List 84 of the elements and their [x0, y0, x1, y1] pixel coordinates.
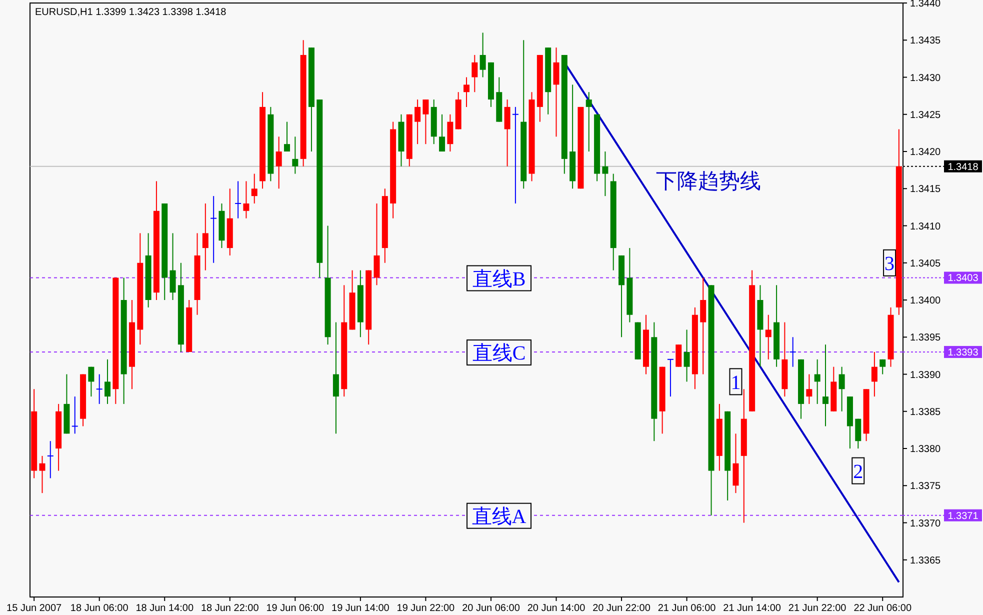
- candlestick: [210, 196, 217, 264]
- chart-title: EURUSD,H1 1.3399 1.3423 1.3398 1.3418: [35, 7, 227, 18]
- candlestick: [790, 336, 796, 368]
- candlestick: [838, 366, 845, 412]
- annotation: 2: [853, 460, 864, 483]
- candlestick: [700, 277, 706, 375]
- y-tick-label: 1.3430: [910, 72, 942, 84]
- candlestick: [292, 136, 298, 174]
- candlestick: [374, 202, 380, 286]
- candlestick: [822, 344, 828, 427]
- x-tick-label: 19 Jun 06:00: [266, 603, 325, 614]
- x-tick-label: 21 Jun 14:00: [723, 603, 782, 614]
- candlestick: [104, 358, 111, 404]
- y-tick-label: 1.3415: [910, 184, 942, 196]
- x-tick-label: 20 Jun 06:00: [462, 603, 520, 614]
- x-tick-label: 20 Jun 14:00: [527, 603, 586, 614]
- candlestick: [439, 114, 446, 152]
- y-tick-label: 1.3420: [910, 147, 942, 158]
- candlestick: [96, 374, 102, 404]
- y-tick-label: 1.3405: [910, 258, 942, 270]
- candlestick: [464, 76, 470, 108]
- y-tick-label: 1.3410: [910, 221, 942, 232]
- candlestick: [676, 344, 682, 368]
- text: 1.3371: [948, 510, 979, 522]
- candlestick: [422, 99, 429, 145]
- text: 1.3393: [948, 347, 979, 358]
- candlestick: [602, 151, 608, 197]
- x-tick-label: 22 Jun 06:00: [854, 603, 912, 614]
- candlestick: [504, 99, 510, 167]
- candlestick: [276, 136, 282, 190]
- candlestick: [251, 173, 258, 204]
- candlestick: [586, 92, 592, 152]
- x-tick-label: 19 Jun 22:00: [396, 603, 456, 614]
- y-tick-label: 1.3435: [910, 36, 942, 47]
- candlestick: [170, 232, 176, 300]
- y-tick-label: 1.3395: [910, 332, 942, 344]
- candlestick: [765, 314, 772, 360]
- candlestick: [39, 455, 46, 494]
- y-tick-label: 1.3370: [910, 518, 942, 530]
- x-tick-label: 15 Jun 2007: [6, 603, 62, 614]
- x-tick-label: 21 Jun 06:00: [658, 603, 716, 614]
- y-tick-label: 1.3385: [910, 406, 942, 418]
- text: 1.3418: [948, 162, 979, 173]
- candlestick: [47, 440, 54, 479]
- candlestick: [447, 114, 454, 152]
- annotation: 1: [730, 372, 741, 394]
- candlestick: [871, 351, 878, 398]
- candlestick: [332, 322, 339, 434]
- y-tick-label: 1.3400: [910, 296, 942, 306]
- y-tick-label: 1.3425: [910, 110, 942, 121]
- candlestick: [472, 54, 478, 93]
- y-tick-label: 1.3390: [910, 370, 942, 381]
- ref-line-label: 直线B: [472, 268, 526, 290]
- candlestick: [553, 47, 560, 138]
- x-tick-label: 18 Jun 22:00: [200, 603, 260, 614]
- candlestick: [480, 32, 486, 78]
- text: 1.3403: [948, 273, 979, 284]
- ref-line-label: 直线C: [472, 342, 526, 365]
- ref-line-label: 直线A: [472, 506, 527, 528]
- candlestick: [806, 374, 812, 404]
- x-tick-label: 18 Jun 06:00: [70, 603, 129, 614]
- series-label: 下降趋势线: [656, 168, 762, 193]
- candlestick: [684, 329, 690, 382]
- candlestick: [88, 366, 94, 398]
- candlestick: [855, 418, 862, 449]
- annotation: 3: [884, 253, 895, 276]
- x-tick-label: 20 Jun 22:00: [592, 603, 651, 614]
- y-tick-label: 1.3375: [910, 481, 942, 492]
- candlestick: [732, 433, 739, 494]
- candlestick: [414, 99, 421, 145]
- candlestick: [72, 396, 78, 434]
- x-tick-label: 19 Jun 14:00: [332, 603, 390, 614]
- candlestick: [243, 180, 250, 219]
- x-tick-label: 21 Jun 22:00: [788, 603, 847, 614]
- y-tick-label: 1.3380: [910, 444, 942, 455]
- candlestick: [667, 358, 674, 398]
- candlestick: [512, 106, 518, 204]
- y-tick-label: 1.3365: [910, 555, 942, 566]
- candlestick: [814, 358, 820, 404]
- candlestick: [284, 121, 290, 152]
- x-tick-label: 18 Jun 14:00: [136, 603, 194, 614]
- candlestick: [880, 358, 886, 375]
- candlestick: [202, 202, 208, 271]
- candlestick: [235, 180, 242, 219]
